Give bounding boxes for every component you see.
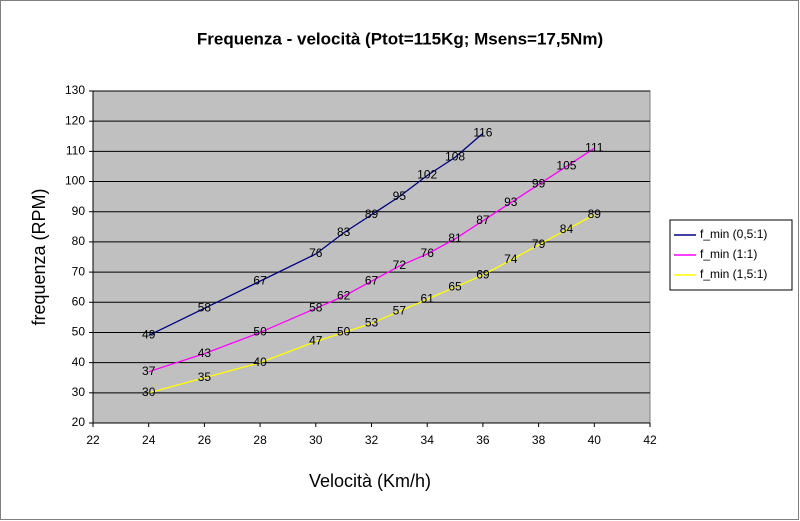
y-tick-label: 40	[72, 355, 86, 369]
legend-label: f_min (1:1)	[700, 247, 757, 261]
data-label: 40	[253, 355, 267, 369]
data-label: 99	[532, 177, 546, 191]
data-label: 74	[504, 252, 518, 266]
y-tick-label: 80	[72, 234, 86, 248]
x-tick-label: 38	[532, 433, 546, 447]
legend-label: f_min (1,5:1)	[700, 267, 767, 281]
x-tick-label: 34	[421, 433, 435, 447]
data-label: 81	[448, 231, 462, 245]
y-tick-label: 60	[72, 294, 86, 308]
chart-title: Frequenza - velocità (Ptot=115Kg; Msens=…	[197, 29, 603, 48]
data-label: 49	[142, 328, 156, 342]
data-label: 93	[504, 195, 518, 209]
data-label: 111	[585, 141, 604, 155]
data-label: 105	[556, 159, 576, 173]
data-label: 50	[253, 325, 267, 339]
data-label: 61	[421, 291, 435, 305]
data-label: 87	[476, 213, 490, 227]
series-line	[148, 132, 484, 337]
data-label: 95	[393, 189, 407, 203]
data-label: 37	[142, 364, 156, 378]
y-tick-label: 130	[65, 83, 85, 97]
series-line	[148, 214, 595, 394]
x-tick-label: 42	[643, 433, 657, 447]
data-label: 67	[253, 273, 267, 287]
data-label: 62	[337, 288, 351, 302]
x-tick-label: 24	[142, 433, 156, 447]
data-label: 50	[337, 325, 351, 339]
data-label: 67	[365, 273, 379, 287]
data-label: 65	[448, 279, 462, 293]
data-label: 84	[560, 222, 574, 236]
y-tick-label: 100	[65, 174, 85, 188]
data-label: 43	[198, 346, 212, 360]
data-label: 47	[309, 334, 323, 348]
legend-label: f_min (0,5:1)	[700, 227, 767, 241]
y-axis-label: frequenza (RPM)	[29, 188, 49, 325]
data-label: 57	[393, 303, 407, 317]
y-tick-label: 90	[72, 204, 86, 218]
x-tick-label: 32	[365, 433, 379, 447]
data-label: 76	[421, 246, 435, 260]
data-label: 72	[393, 258, 407, 272]
data-label: 108	[445, 150, 465, 164]
x-tick-label: 36	[476, 433, 490, 447]
x-tick-label: 22	[86, 433, 100, 447]
plot-area	[92, 90, 651, 424]
data-label: 102	[417, 168, 437, 182]
data-label: 30	[142, 385, 156, 399]
y-tick-label: 20	[72, 415, 86, 429]
data-label: 76	[309, 246, 323, 260]
data-label: 53	[365, 316, 379, 330]
x-axis-label: Velocità (Km/h)	[309, 471, 431, 491]
y-tick-label: 30	[72, 385, 86, 399]
data-label: 69	[476, 267, 490, 281]
data-label: 58	[198, 300, 212, 314]
y-tick-label: 110	[66, 144, 85, 158]
x-tick-label: 26	[198, 433, 212, 447]
data-label: 58	[309, 300, 323, 314]
data-label: 89	[365, 207, 379, 221]
x-tick-label: 28	[253, 433, 267, 447]
y-tick-label: 120	[65, 113, 85, 127]
data-label: 83	[337, 225, 351, 239]
data-label: 79	[532, 237, 546, 251]
x-tick-label: 30	[309, 433, 323, 447]
series-line	[148, 147, 595, 373]
y-tick-label: 50	[72, 325, 86, 339]
data-label: 35	[198, 370, 212, 384]
data-label: 89	[588, 207, 602, 221]
x-tick-label: 40	[588, 433, 602, 447]
y-tick-label: 70	[72, 264, 86, 278]
data-label: 116	[473, 125, 492, 139]
